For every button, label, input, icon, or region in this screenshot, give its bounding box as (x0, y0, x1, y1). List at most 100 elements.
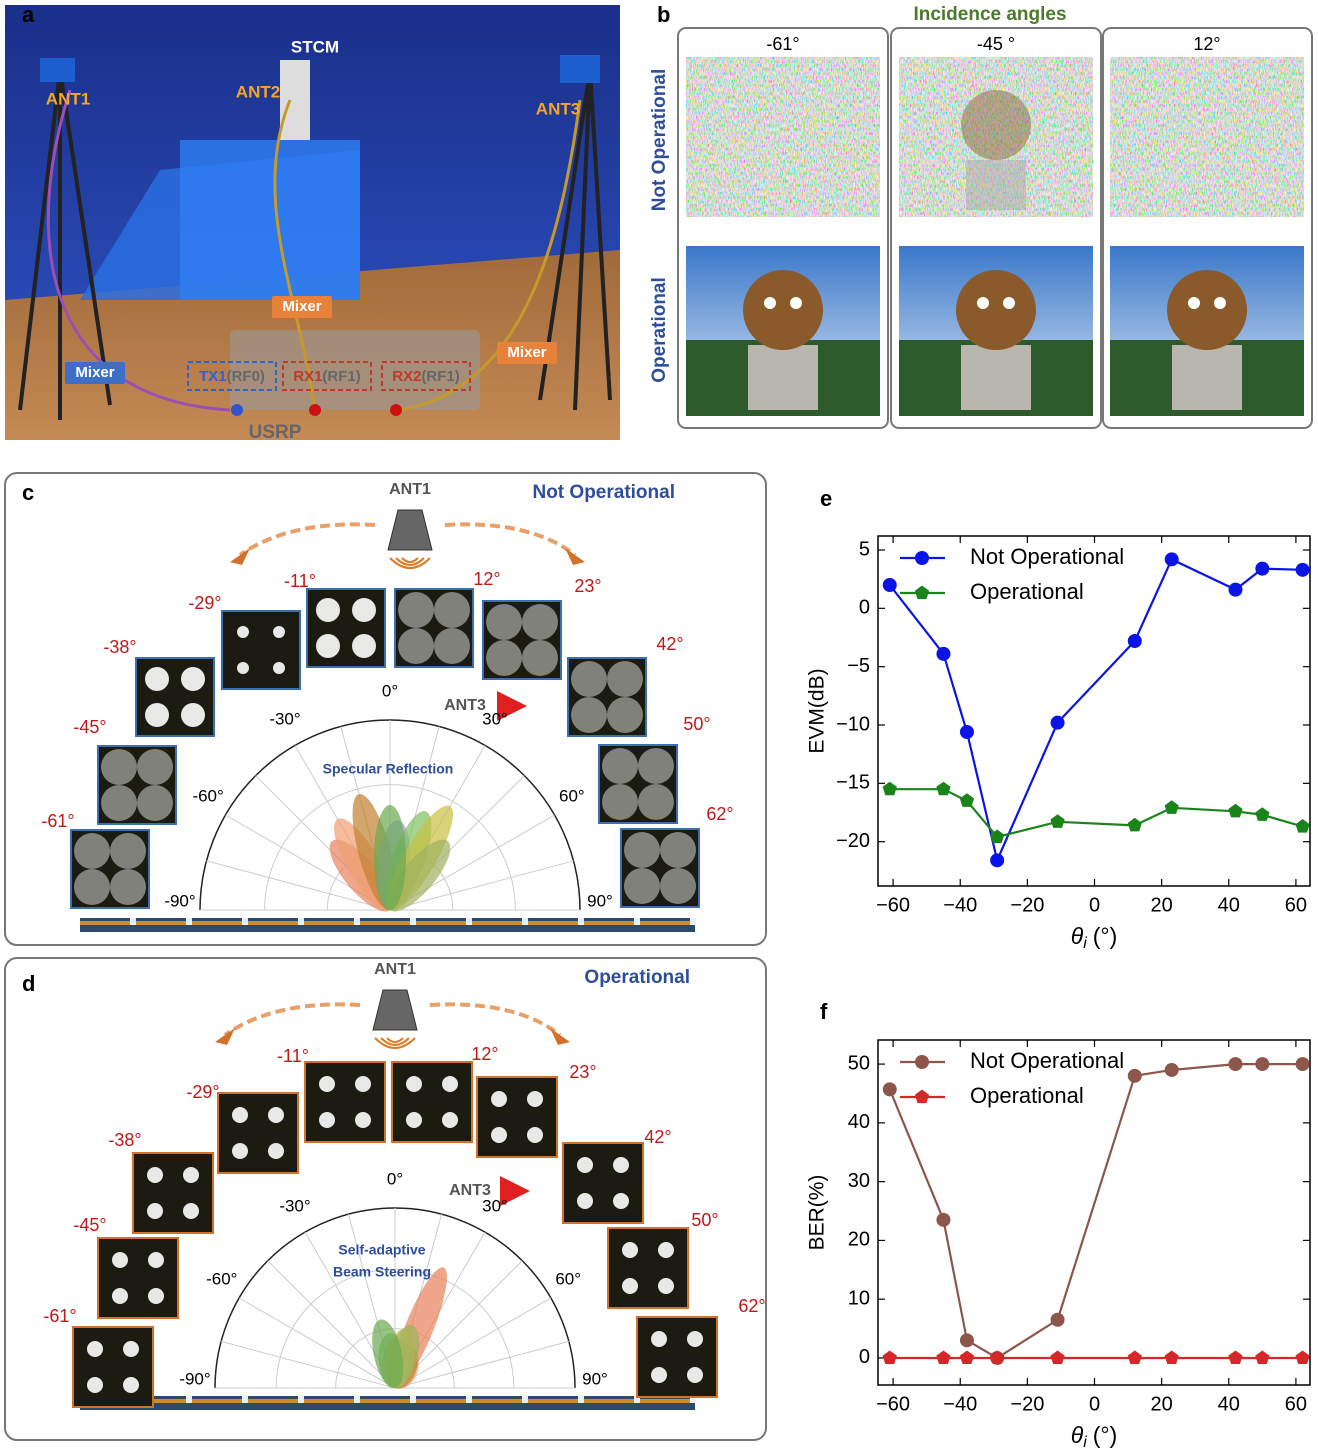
symbol-cluster (183, 1203, 199, 1219)
marker (936, 1351, 950, 1365)
y-tick-label: 40 (848, 1111, 870, 1133)
angle-label: 12° (471, 1044, 498, 1064)
stcm-label: STCM (291, 37, 339, 56)
symbol-cluster (434, 592, 470, 628)
angle-label: -61° (43, 1306, 76, 1326)
symbol-cluster (486, 604, 522, 640)
eye (790, 297, 802, 309)
y-tick-label: 0 (859, 1346, 870, 1368)
polar-tick-label: 0° (382, 681, 398, 700)
legend-marker (915, 1090, 929, 1104)
sweep-arrow (225, 1004, 360, 1035)
y-axis-label: BER(%) (806, 1175, 829, 1251)
angle-label: 42° (656, 634, 683, 654)
metasurface-cell (634, 918, 640, 925)
panel-label: e (820, 486, 832, 511)
y-tick-label: 0 (859, 597, 870, 619)
constellation (307, 589, 385, 667)
port-dot (309, 404, 321, 416)
metasurface-cell (186, 918, 192, 925)
symbol-cluster (651, 1367, 667, 1383)
marker (960, 1351, 974, 1365)
port-dot (390, 404, 402, 416)
symbol-cluster (123, 1377, 139, 1393)
constellation (563, 1143, 643, 1223)
symbol-cluster (491, 1091, 507, 1107)
face (956, 270, 1036, 350)
symbol-cluster (434, 628, 470, 664)
constellation (392, 1062, 472, 1142)
symbol-cluster (237, 662, 249, 674)
symbol-cluster (147, 1203, 163, 1219)
x-tick-label: 40 (1218, 1393, 1240, 1415)
symbol-cluster (112, 1252, 128, 1268)
y-tick-label: −15 (836, 772, 870, 794)
sweep-arrow (445, 524, 575, 555)
x-label-subscript: i (1083, 1434, 1087, 1448)
metasurface-cell (130, 918, 136, 925)
metasurface-cell (298, 1396, 304, 1403)
plot-frame (878, 1040, 1310, 1385)
symbol-cluster (355, 1076, 371, 1092)
marker (1228, 583, 1242, 597)
marker (936, 1213, 950, 1227)
pattern-label: Specular Reflection (323, 761, 454, 777)
symbol-cluster (577, 1193, 593, 1209)
symbol-cluster (273, 662, 285, 674)
metasurface-cell (522, 918, 528, 925)
noisy-image (1110, 57, 1304, 217)
row-label: Not Operational (649, 69, 670, 212)
figure: aANT1ANT2ANT3STCMMixerMixerMixerTX1(RF0)… (0, 0, 1318, 1448)
symbol-cluster (137, 749, 173, 785)
marker (1255, 807, 1269, 821)
plot-frame (878, 536, 1310, 886)
marker (1050, 1351, 1064, 1365)
symbol-cluster (602, 748, 638, 784)
port-label: RX2(RF1) (392, 368, 460, 385)
polar-tick-label: -30° (269, 710, 300, 729)
marker (1128, 1069, 1142, 1083)
angle-label: 50° (683, 714, 710, 734)
legend-marker (915, 1055, 929, 1069)
marker (883, 1082, 897, 1096)
symbol-cluster (87, 1341, 103, 1357)
body (1172, 345, 1242, 410)
symbol-cluster (319, 1112, 335, 1128)
metasurface-cell (578, 1396, 584, 1403)
marker (1165, 800, 1179, 814)
metasurface-cell (242, 1396, 248, 1403)
x-tick-label: −40 (943, 1393, 977, 1415)
port-id: (RF1) (421, 368, 459, 385)
symbol-cluster (181, 703, 205, 727)
marker (1051, 716, 1065, 730)
x-tick-label: 60 (1285, 894, 1307, 916)
symbol-cluster (232, 1143, 248, 1159)
symbol-cluster (613, 1193, 629, 1209)
column-label: 12° (1193, 34, 1220, 54)
row-label: Operational (649, 277, 670, 383)
symbol-cluster (237, 626, 249, 638)
angle-label: 50° (691, 1210, 718, 1230)
symbol-cluster (74, 869, 110, 905)
symbol-cluster (319, 1076, 335, 1092)
port-label: RX1(RF1) (293, 368, 361, 385)
symbol-cluster (352, 598, 376, 622)
constellation (608, 1228, 688, 1308)
symbol-cluster (232, 1107, 248, 1123)
mode-label: Not Operational (532, 482, 675, 503)
metasurface-cell (298, 918, 304, 925)
panel-label: d (22, 971, 35, 996)
metasurface-cell (354, 918, 360, 925)
marker (990, 853, 1004, 867)
metasurface-cell (466, 1396, 472, 1403)
antenna-label: ANT1 (46, 89, 90, 108)
polar-tick-label: 90° (582, 1369, 608, 1388)
eye (1188, 297, 1200, 309)
symbol-cluster (316, 598, 340, 622)
marker (960, 793, 974, 807)
symbol-cluster (522, 640, 558, 676)
angle-label: 12° (473, 569, 500, 589)
arrow-head (550, 1028, 570, 1045)
mixer-label: Mixer (282, 298, 321, 315)
symbol-cluster (406, 1112, 422, 1128)
